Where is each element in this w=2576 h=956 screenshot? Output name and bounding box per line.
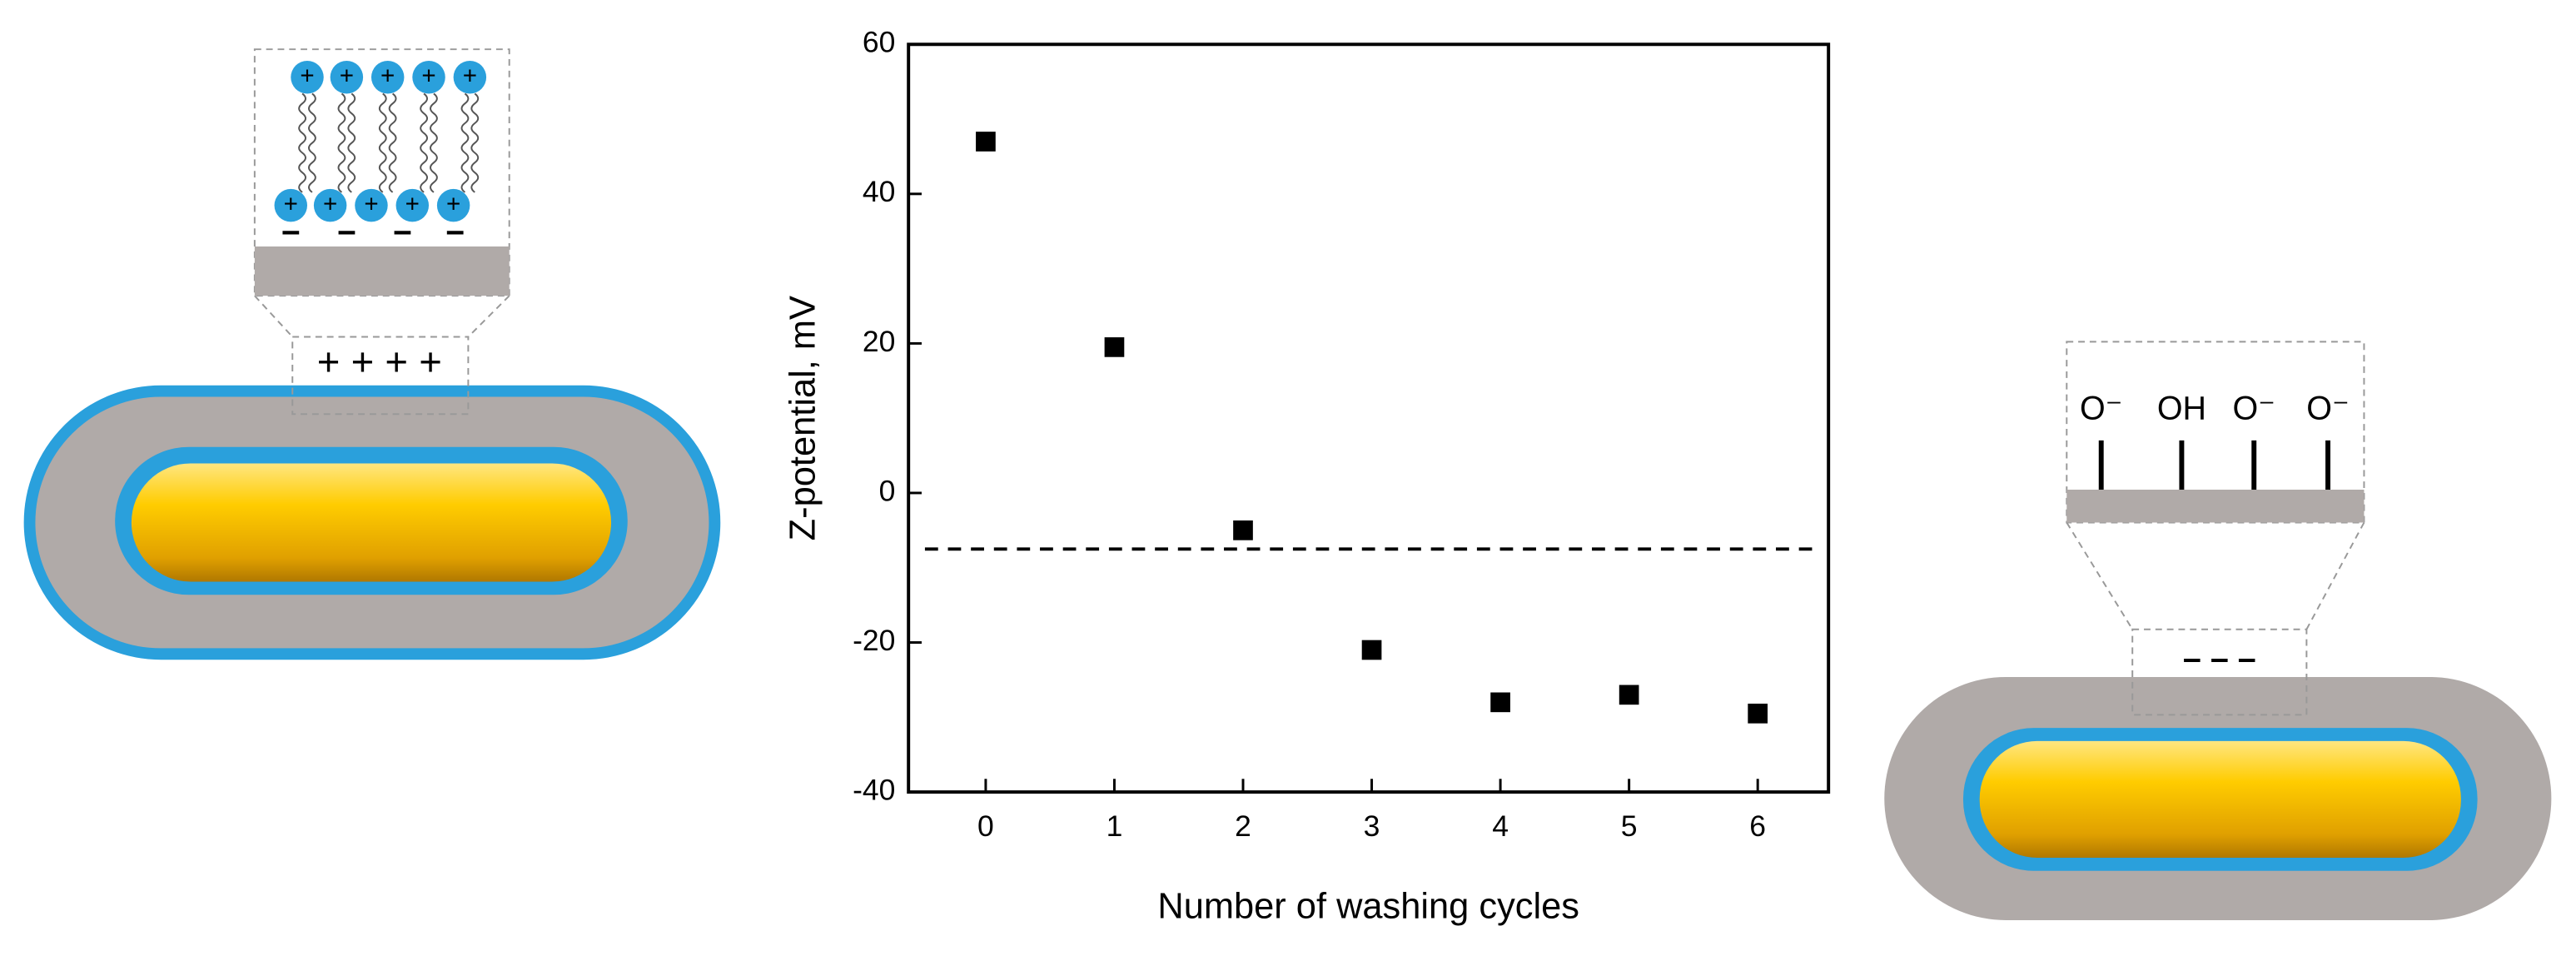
- surface-charge: −: [281, 215, 301, 251]
- group-label: OH: [2157, 391, 2206, 427]
- x-tick-label: 1: [1106, 809, 1123, 843]
- x-tick-label: 6: [1749, 809, 1766, 843]
- point: [1361, 640, 1382, 660]
- chain: [430, 92, 438, 193]
- right-particle: – – –: [1884, 341, 2552, 920]
- x-tick-label: 2: [1235, 809, 1251, 843]
- lipid-layer: ++++++++++− − − −: [274, 61, 487, 251]
- head-charge: +: [380, 62, 395, 90]
- y-tick-label: 40: [863, 175, 895, 208]
- head-charge: +: [284, 190, 298, 217]
- head-group: [370, 61, 405, 94]
- y-tick-label: 20: [863, 325, 895, 358]
- head-group: [313, 188, 347, 222]
- y-tick-label: 60: [863, 26, 895, 59]
- head-charge: +: [446, 190, 460, 217]
- chain: [378, 92, 387, 193]
- point: [1619, 685, 1639, 705]
- head-group: [395, 188, 430, 222]
- head-charge: +: [300, 62, 314, 90]
- chain: [298, 92, 307, 193]
- head-group: [453, 61, 487, 94]
- head-group: [274, 188, 308, 222]
- head-charge: +: [340, 62, 354, 90]
- x-tick-label: 3: [1364, 809, 1380, 843]
- y-tick-label: -20: [853, 624, 895, 657]
- chain: [420, 92, 429, 193]
- point: [1490, 692, 1510, 713]
- point: [1233, 520, 1253, 540]
- chain: [337, 92, 346, 193]
- group-label: O⁻: [2080, 391, 2123, 427]
- surface-groups: O⁻ OH O⁻ O⁻: [2080, 391, 2350, 490]
- head-charge: +: [364, 190, 378, 217]
- chain: [460, 92, 470, 193]
- surface-charges: – – –: [2183, 640, 2256, 677]
- x-tick-label: 0: [977, 809, 994, 843]
- group-label: O⁻: [2306, 391, 2350, 427]
- point: [1104, 337, 1125, 357]
- head-charge: +: [405, 190, 420, 217]
- chain: [308, 92, 316, 193]
- head-charge: +: [323, 190, 337, 217]
- y-tick-label: 0: [879, 474, 896, 507]
- plot: -40 -20 0 20 40 60 0 1 2 3 4 5 6 Number of washing cy…: [783, 26, 1831, 927]
- left-particle: + + + +: [23, 48, 721, 660]
- x-tick-label: 4: [1492, 809, 1509, 843]
- head-group: [355, 188, 388, 222]
- x-tick-label: 5: [1621, 809, 1638, 843]
- chain: [388, 92, 397, 193]
- head-group: [330, 61, 364, 94]
- y-axis-label: Z-potential, mV: [783, 296, 823, 540]
- point: [1748, 703, 1768, 724]
- head-group: [291, 61, 324, 94]
- head-group: [412, 61, 445, 94]
- group-label: O⁻: [2232, 391, 2275, 427]
- x-axis-label: Number of washing cycles: [1157, 887, 1579, 927]
- head-group: [436, 188, 470, 222]
- plot-frame: [907, 42, 1831, 794]
- chain: [347, 92, 356, 193]
- head-charge: +: [421, 62, 435, 90]
- surface-charge: −: [337, 215, 356, 251]
- chain: [470, 92, 480, 193]
- surface-charge: −: [445, 215, 465, 251]
- y-tick-label: -40: [853, 773, 895, 806]
- point: [976, 132, 996, 152]
- surface-charge: −: [393, 215, 412, 251]
- head-charge: +: [463, 62, 477, 90]
- surface-charges: + + + +: [317, 341, 442, 385]
